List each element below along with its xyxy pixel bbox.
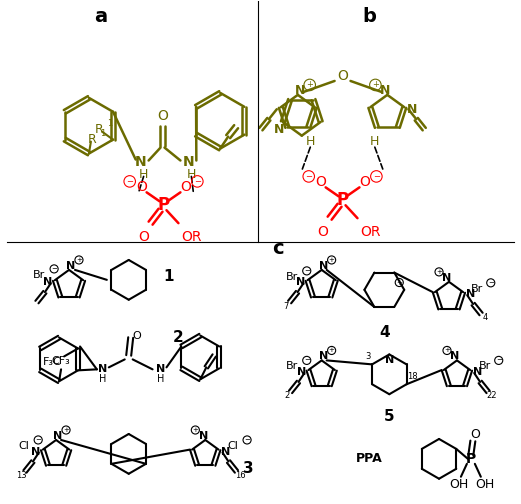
Text: +: + [63, 427, 69, 433]
Text: +: + [76, 257, 82, 263]
Text: N: N [380, 84, 391, 97]
Text: H: H [187, 168, 196, 181]
Text: N: N [135, 156, 146, 169]
Text: +: + [396, 280, 402, 285]
Text: OR: OR [360, 225, 381, 239]
Text: N: N [384, 355, 394, 365]
Text: N: N [473, 367, 482, 377]
Text: 3: 3 [243, 461, 253, 476]
Text: +: + [329, 347, 334, 353]
Text: PPA: PPA [356, 453, 383, 465]
Text: P: P [466, 452, 476, 466]
Text: N: N [297, 367, 306, 377]
Text: H: H [370, 135, 379, 148]
Text: −: − [126, 177, 133, 186]
Text: OH: OH [449, 478, 468, 491]
Text: 5: 5 [384, 409, 394, 423]
Text: 4: 4 [482, 313, 488, 323]
Text: Cl: Cl [19, 441, 30, 451]
Text: 22: 22 [487, 392, 498, 400]
Text: +: + [306, 81, 313, 89]
Text: −: − [305, 172, 312, 181]
Text: +: + [329, 257, 334, 263]
Text: H: H [157, 374, 164, 384]
Text: N: N [54, 431, 63, 441]
Text: −: − [194, 177, 201, 186]
Text: O: O [337, 69, 348, 83]
Text: O: O [157, 109, 168, 123]
Text: Br: Br [286, 361, 298, 371]
Text: −: − [496, 357, 502, 363]
Text: R: R [95, 123, 104, 136]
Text: O: O [470, 428, 480, 442]
Text: O: O [180, 180, 191, 195]
Text: +: + [444, 347, 450, 353]
Text: 16: 16 [235, 471, 246, 480]
Text: 1: 1 [100, 129, 105, 138]
Text: N: N [98, 364, 107, 374]
Text: H: H [306, 135, 315, 148]
Text: 7: 7 [283, 301, 288, 310]
Text: O: O [136, 180, 147, 195]
Text: N: N [43, 277, 53, 287]
Text: N: N [199, 431, 208, 441]
Text: CF₃: CF₃ [52, 356, 70, 366]
Text: F₃C: F₃C [43, 357, 61, 367]
Text: +: + [372, 81, 379, 89]
Text: 13: 13 [16, 471, 26, 480]
Text: −: − [51, 266, 57, 272]
Text: P: P [157, 196, 169, 214]
Text: N: N [31, 447, 41, 457]
Text: O: O [315, 175, 326, 190]
Text: N: N [294, 84, 305, 97]
Text: −: − [244, 437, 250, 443]
Text: P: P [337, 192, 349, 209]
Text: N: N [466, 289, 475, 299]
Text: 2: 2 [284, 392, 289, 400]
Text: −: − [304, 357, 309, 363]
Text: c: c [272, 238, 284, 258]
Text: N: N [156, 364, 165, 374]
Text: N: N [442, 273, 452, 283]
Text: +: + [436, 269, 442, 275]
Text: 18: 18 [407, 372, 418, 381]
Text: N: N [274, 123, 284, 136]
Text: R: R [88, 133, 96, 146]
Text: H: H [99, 374, 106, 384]
Text: N: N [66, 261, 76, 271]
Text: O: O [132, 331, 141, 341]
Text: −: − [304, 268, 309, 274]
Text: Br: Br [33, 270, 45, 280]
Text: O: O [138, 230, 149, 244]
Text: 2: 2 [173, 330, 184, 345]
Text: 4: 4 [379, 325, 390, 340]
Text: O: O [359, 175, 370, 190]
Text: N: N [450, 351, 460, 361]
Text: Br: Br [479, 361, 491, 371]
Text: OH: OH [475, 478, 494, 491]
Text: N: N [319, 351, 328, 361]
Text: 1: 1 [107, 119, 113, 128]
Text: H: H [139, 168, 148, 181]
Text: +: + [192, 427, 199, 433]
Text: O: O [317, 225, 328, 239]
Text: −: − [35, 437, 41, 443]
Text: N: N [319, 261, 328, 271]
Text: 3: 3 [365, 352, 371, 361]
Text: −: − [373, 172, 380, 181]
Text: N: N [221, 447, 230, 457]
Text: Cl: Cl [228, 441, 239, 451]
Text: N: N [407, 103, 417, 116]
Text: OR: OR [181, 230, 202, 244]
Text: N: N [296, 277, 305, 287]
Text: a: a [94, 7, 107, 26]
Text: Br: Br [286, 272, 298, 282]
Text: 1: 1 [163, 269, 173, 284]
Text: N: N [182, 156, 194, 169]
Text: Br: Br [470, 284, 483, 294]
Text: b: b [363, 7, 376, 26]
Text: −: − [488, 280, 494, 286]
